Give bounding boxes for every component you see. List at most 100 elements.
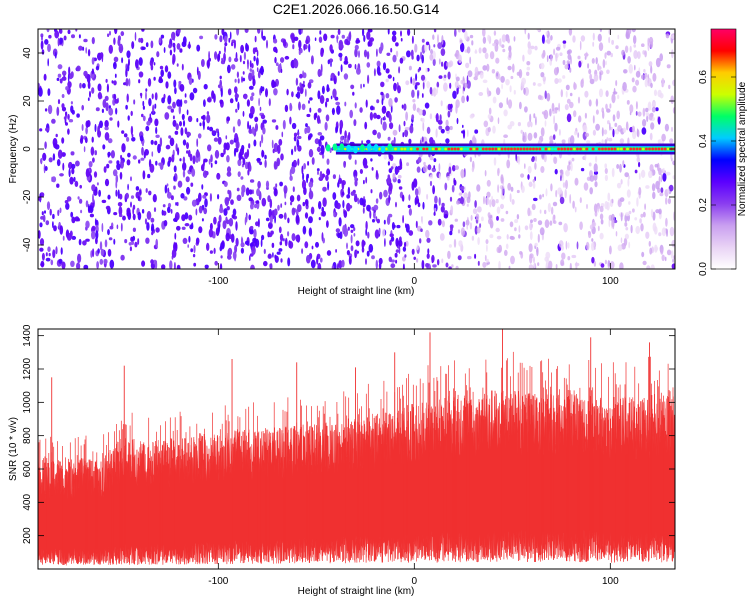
heatmap-cell [398, 66, 401, 74]
heatmap-cell [611, 39, 614, 45]
heatmap-cell [484, 170, 487, 177]
heatmap-cell [350, 245, 354, 252]
heatmap-cell [65, 202, 70, 210]
heatmap-cell [369, 210, 372, 219]
heatmap-cell [250, 105, 255, 115]
heatmap-cell [595, 123, 600, 131]
heatmap-cell [45, 220, 50, 226]
heatmap-cell [579, 40, 582, 51]
heatmap-cell [314, 138, 320, 145]
heatmap-cell [539, 194, 542, 200]
heatmap-cell [272, 148, 275, 154]
heatmap-cell [187, 149, 191, 158]
heatmap-cell [283, 238, 285, 242]
colorbar: 0.00.20.40.6 Normalized spectral amplitu… [698, 28, 748, 276]
heatmap-cell [172, 101, 176, 109]
heatmap-cell [590, 241, 595, 251]
heatmap-cell [115, 180, 118, 189]
heatmap-cell [537, 220, 543, 226]
heatmap-cell [52, 137, 58, 147]
heatmap-cell [248, 143, 251, 149]
heatmap-cell [101, 222, 104, 233]
heatmap-cell [169, 137, 175, 147]
heatmap-cell [130, 195, 135, 199]
heatmap-cell [627, 29, 632, 35]
heatmap-cell [516, 71, 521, 76]
heatmap-cell [362, 207, 365, 214]
heatmap-cell [419, 238, 422, 244]
heatmap-cell [350, 224, 355, 229]
heatmap-cell [87, 203, 90, 212]
heatmap-cell [335, 228, 341, 233]
heatmap-cell [155, 160, 158, 166]
heatmap-cell [381, 105, 387, 114]
heatmap-cell [148, 98, 152, 107]
heatmap-line-cell [525, 147, 529, 151]
heatmap-cell [492, 43, 497, 47]
heatmap-cell [373, 204, 379, 211]
heatmap-cell [508, 265, 511, 269]
heatmap-cell [305, 123, 308, 128]
heatmap-cell [453, 179, 457, 186]
heatmap-cell [527, 48, 532, 55]
heatmap-cell [366, 204, 371, 212]
heatmap-cell [604, 139, 608, 144]
heatmap-cell [219, 99, 223, 105]
heatmap-cell [314, 37, 317, 41]
heatmap-cell [127, 115, 130, 121]
heatmap-cell [421, 259, 425, 269]
heatmap-cell [219, 35, 223, 43]
heatmap-cell [289, 195, 295, 203]
heatmap-cell [71, 235, 77, 240]
heatmap-cell [501, 83, 503, 90]
heatmap-cell [389, 239, 392, 246]
heatmap-cell [188, 41, 191, 50]
heatmap-cell [391, 35, 397, 43]
heatmap-cell [304, 127, 308, 134]
heatmap-cell [664, 123, 670, 132]
heatmap-cell [507, 37, 510, 44]
heatmap-cell [647, 101, 652, 111]
heatmap-cell [179, 48, 183, 53]
heatmap-cell [326, 84, 330, 93]
heatmap-cell [94, 150, 97, 156]
heatmap-cell [90, 146, 95, 156]
heatmap-cell [92, 157, 95, 163]
heatmap-cell [261, 234, 265, 241]
heatmap-cell [186, 186, 191, 195]
heatmap-cell [291, 148, 294, 156]
heatmap-cell [251, 62, 254, 69]
heatmap-cell [416, 244, 419, 251]
heatmap-cell [171, 154, 175, 163]
heatmap-cell [426, 193, 429, 200]
heatmap-cell [214, 160, 218, 165]
heatmap-cell [604, 163, 607, 169]
heatmap-cell [407, 29, 411, 36]
heatmap-cell [669, 226, 675, 237]
heatmap-cell [206, 114, 211, 124]
heatmap-cell [283, 185, 288, 194]
heatmap-cell [471, 235, 475, 241]
heatmap-cell [85, 168, 90, 178]
heatmap-cell [120, 31, 125, 37]
heatmap-cell [130, 125, 134, 136]
heatmap-cell [544, 120, 547, 127]
heatmap-cell [418, 109, 423, 116]
heatmap-cell [514, 227, 517, 232]
heatmap-cell [624, 233, 630, 240]
heatmap-cell [417, 202, 421, 208]
heatmap-cell [81, 124, 84, 131]
heatmap-cell [486, 258, 489, 263]
heatmap-cell [287, 231, 290, 237]
heatmap-cell [560, 89, 563, 98]
heatmap-cell [474, 50, 478, 54]
heatmap-cell [234, 253, 237, 262]
heatmap-cell [61, 137, 65, 144]
heatmap-cell [540, 127, 545, 137]
heatmap-cell [340, 135, 344, 141]
heatmap-cell [310, 259, 316, 269]
heatmap-cell [489, 199, 492, 208]
heatmap-cell [91, 136, 94, 143]
heatmap-cell [131, 137, 136, 142]
heatmap-cell [109, 259, 115, 269]
